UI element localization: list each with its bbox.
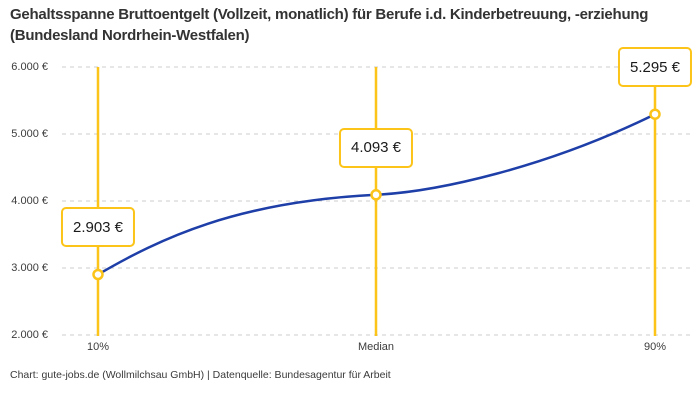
data-point-marker [649,108,661,120]
x-tick-label: 10% [86,341,110,353]
y-tick-label: 3.000 € [11,262,48,274]
data-point-marker [370,189,382,201]
x-tick-label: Median [357,341,395,353]
y-tick-label: 5.000 € [11,128,48,140]
source-caption: Chart: gute-jobs.de (Wollmilchsau GmbH) … [10,369,391,381]
x-tick-label: 90% [643,341,667,353]
value-label: 5.295 € [617,47,693,88]
y-tick-label: 4.000 € [11,195,48,207]
data-point-marker [92,268,104,281]
value-label: 4.093 € [338,127,414,168]
y-tick-label: 6.000 € [11,61,48,73]
value-label: 2.903 € [60,207,136,248]
chart-title: Gehaltsspanne Bruttoentgelt (Vollzeit, m… [10,6,649,44]
y-tick-label: 2.000 € [11,329,48,341]
